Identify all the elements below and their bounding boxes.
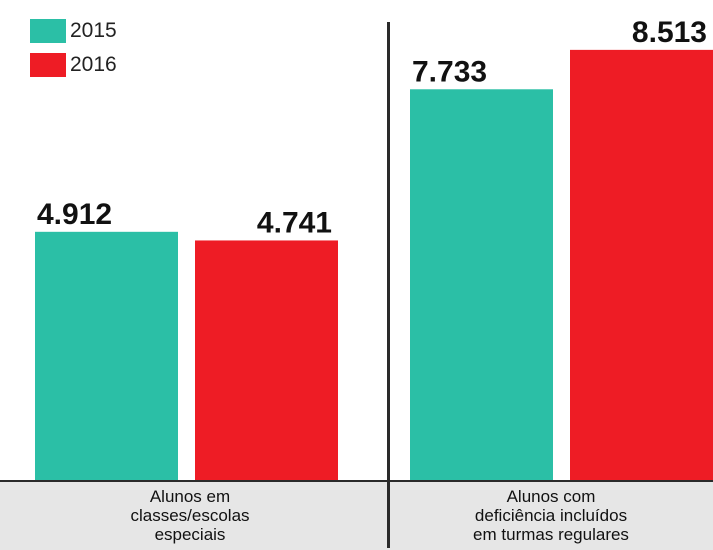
data-label-2016-cat1: 4.741	[257, 206, 332, 239]
category-label-special-classes: Alunos em classes/escolas especiais	[130, 487, 250, 544]
category-axis-band	[0, 480, 713, 550]
data-label-2015-cat1: 4.912	[37, 198, 112, 231]
bar-2016-cat1	[195, 240, 338, 480]
legend: 2015 2016	[30, 18, 117, 86]
legend-item-2015: 2015	[30, 18, 117, 44]
bar-2016-cat2	[570, 49, 713, 480]
category-divider	[387, 22, 390, 548]
category-label-regular-classes: Alunos com deficiência incluídos em turm…	[473, 487, 629, 544]
legend-swatch-2016	[30, 53, 66, 77]
bar-2015-cat2	[410, 89, 553, 480]
legend-label-2016: 2016	[70, 53, 117, 76]
legend-label-2015: 2015	[70, 19, 117, 42]
bar-2015-cat1	[35, 231, 178, 480]
data-label-2015-cat2: 7.733	[412, 55, 487, 88]
legend-swatch-2015	[30, 19, 66, 43]
data-label-2016-cat2: 8.513	[632, 16, 707, 49]
legend-item-2016: 2016	[30, 52, 117, 78]
